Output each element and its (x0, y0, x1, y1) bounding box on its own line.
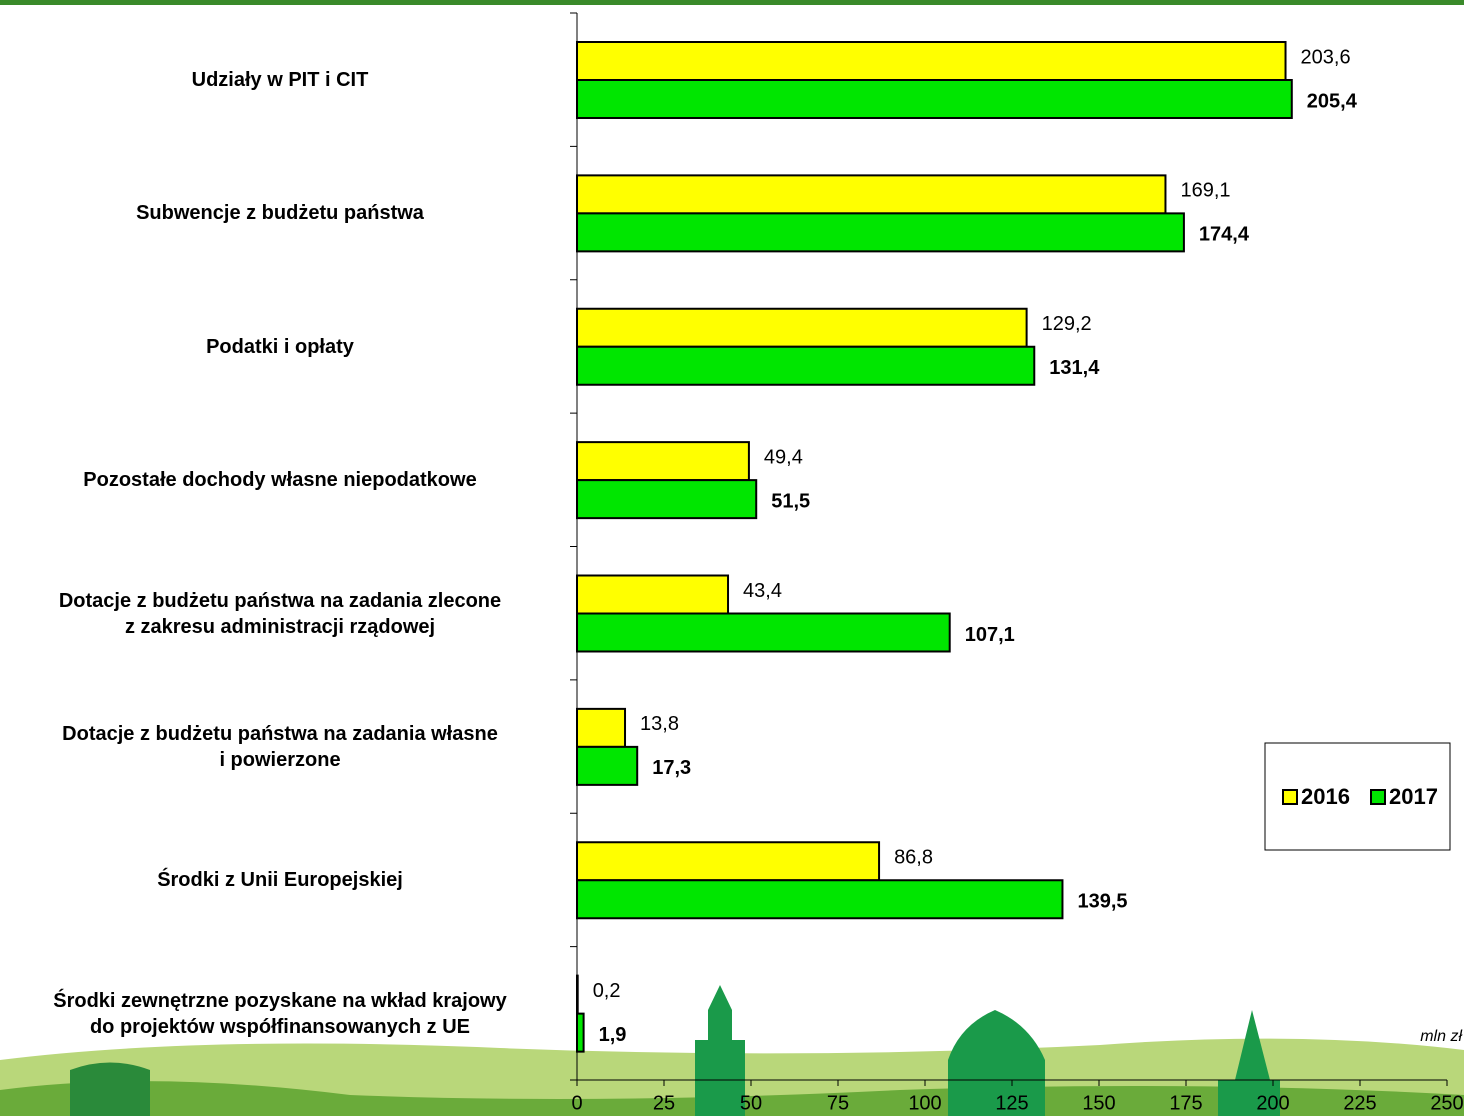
bar (576, 441, 750, 482)
value-label: 107,1 (965, 624, 1015, 646)
x-tick-label: 100 (908, 1092, 941, 1114)
legend-swatch (1370, 789, 1386, 805)
x-tick-label: 225 (1343, 1092, 1376, 1114)
bar (576, 707, 627, 748)
top-border (0, 0, 1464, 5)
category-label: Pozostałe dochody własne niepodatkowe (83, 469, 477, 492)
category-label: Subwencje z budżetu państwa (136, 202, 424, 225)
x-tick-label: 50 (740, 1092, 762, 1114)
category-label: Podatki i opłaty (206, 335, 354, 358)
value-label: 139,5 (1077, 891, 1127, 913)
bar (576, 174, 1167, 215)
bar (576, 841, 881, 882)
bar (576, 574, 730, 615)
value-label: 169,1 (1180, 180, 1230, 202)
bar (576, 879, 1064, 920)
value-label: 13,8 (640, 713, 679, 735)
value-label: 129,2 (1042, 313, 1092, 335)
x-tick-label: 175 (1169, 1092, 1202, 1114)
value-label: 131,4 (1049, 357, 1100, 379)
x-tick-label: 0 (571, 1092, 582, 1114)
category-label: Udziały w PIT i CIT (191, 69, 369, 91)
x-tick-label: 75 (827, 1092, 849, 1114)
category-label: Dotacje z budżetu państwa na zadania zle… (58, 589, 502, 638)
bar (576, 79, 1293, 119)
category-label: Środki z Unii Europejskiej (157, 869, 403, 892)
legend-swatch (1282, 789, 1298, 805)
value-label: 205,4 (1307, 90, 1358, 112)
value-label: 174,4 (1199, 224, 1250, 246)
bar (576, 745, 639, 786)
value-label: 0,2 (593, 980, 621, 1002)
bar (576, 974, 579, 1015)
bar (576, 612, 951, 653)
value-label: 49,4 (764, 446, 803, 468)
category-label: Dotacje z budżetu państwa na zadania wła… (62, 722, 498, 771)
x-tick-label: 250 (1430, 1092, 1463, 1114)
value-label: 17,3 (652, 757, 691, 779)
x-tick-label: 125 (995, 1092, 1028, 1114)
x-tick-label: 150 (1082, 1092, 1115, 1114)
bar (576, 41, 1287, 81)
skyline-decoration (0, 985, 1464, 1116)
value-label: 86,8 (894, 847, 933, 869)
unit-label: mln zł (1420, 1028, 1462, 1045)
x-tick-label: 200 (1256, 1092, 1289, 1114)
value-label: 1,9 (599, 1024, 627, 1046)
value-label: 43,4 (743, 580, 782, 602)
bar (576, 345, 1036, 386)
bar (576, 307, 1028, 348)
x-tick-label: 25 (653, 1092, 675, 1114)
value-label: 203,6 (1301, 46, 1351, 68)
category-label: Środki zewnętrzne pozyskane na wkład kra… (53, 989, 507, 1038)
value-label: 51,5 (771, 490, 810, 512)
legend-label: 2017 (1389, 784, 1438, 809)
legend-label: 2016 (1301, 784, 1350, 809)
bar (576, 479, 758, 520)
bar (576, 212, 1185, 253)
bar (576, 1012, 585, 1053)
